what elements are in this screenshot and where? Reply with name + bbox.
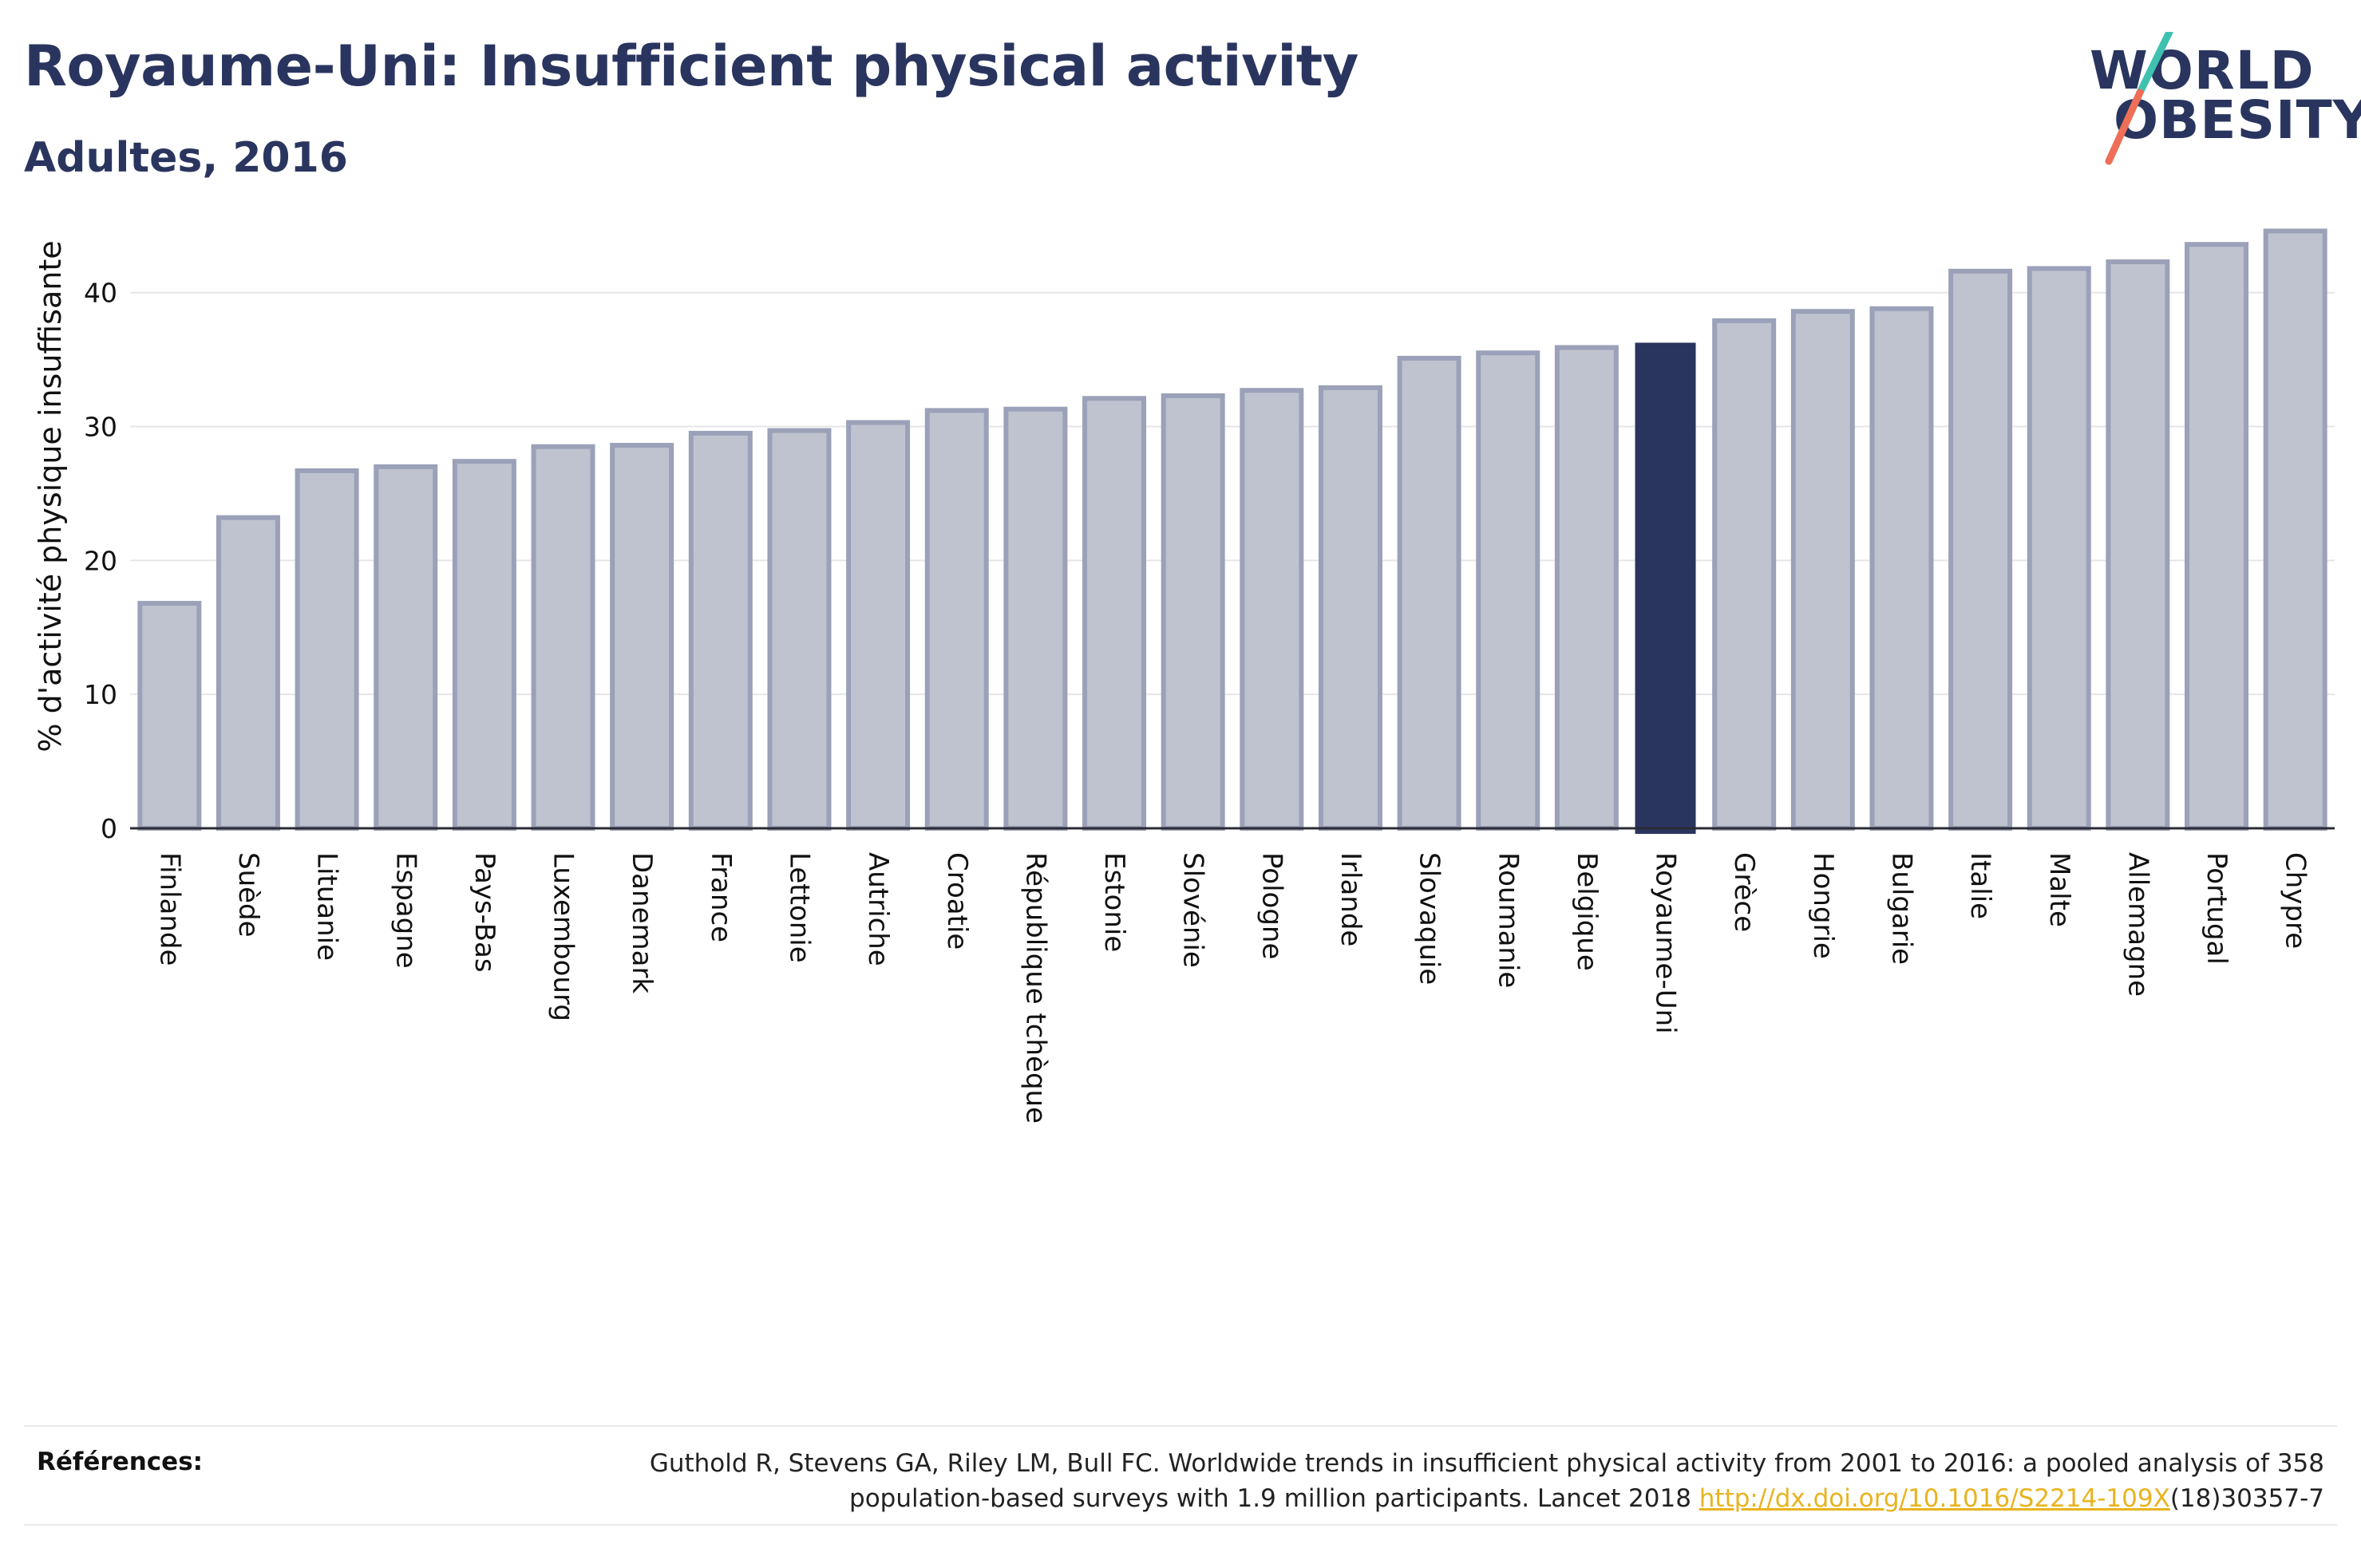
x-tick-label: Royaume-Uni — [1650, 852, 1682, 1034]
x-tick-label: Italie — [1964, 852, 1996, 919]
bar — [295, 468, 359, 831]
bar — [767, 428, 832, 831]
x-tick-label: Luxembourg — [548, 852, 579, 1021]
x-tick-label: Irlande — [1335, 852, 1366, 946]
bar — [2106, 259, 2170, 831]
y-tick-label: 20 — [84, 545, 117, 576]
bar — [1397, 355, 1461, 831]
bar — [2027, 266, 2091, 831]
references-label: Références: — [37, 1448, 204, 1476]
bar — [1318, 385, 1382, 831]
bar — [1948, 268, 2013, 831]
y-tick-label: 40 — [84, 278, 117, 309]
x-tick-label: Chypre — [2280, 852, 2312, 949]
y-tick-label: 10 — [84, 679, 117, 710]
y-tick-label: 0 — [101, 813, 117, 844]
x-tick-label: Allemagne — [2122, 852, 2153, 997]
bar — [1790, 309, 1855, 831]
bar — [1082, 396, 1147, 831]
x-tick-label: Portugal — [2201, 852, 2232, 965]
x-tick-label: Pologne — [1256, 852, 1287, 959]
x-tick-label: Pays-Bas — [469, 852, 500, 973]
x-tick-label: Bulgarie — [1885, 852, 1917, 965]
bar — [846, 420, 911, 831]
bar — [2263, 228, 2327, 831]
bar — [1712, 318, 1777, 831]
bar — [216, 515, 280, 831]
reference-doi-link[interactable]: http://dx.doi.org/10.1016/S2214-109X — [1699, 1484, 2170, 1513]
bar — [1003, 406, 1068, 831]
chart-title: Royaume-Uni: Insufficient physical activ… — [24, 34, 1358, 99]
x-tick-label: Danemark — [626, 852, 658, 993]
bar — [452, 459, 516, 831]
chart-subtitle: Adultes, 2016 — [24, 134, 348, 182]
footer-divider-bottom — [24, 1524, 2337, 1526]
bar — [137, 601, 202, 831]
x-tick-label: Hongrie — [1807, 852, 1839, 959]
bar — [1554, 345, 1619, 831]
bar — [688, 430, 753, 831]
bar — [374, 464, 438, 831]
x-tick-label: Estonie — [1098, 852, 1130, 952]
x-tick-label: Suède — [232, 852, 264, 938]
x-tick-label: Espagne — [390, 852, 421, 969]
x-tick-label: Finlande — [153, 852, 185, 966]
x-tick-label: Belgique — [1571, 852, 1603, 971]
reference-line-2-suffix: (18)30357-7 — [2169, 1484, 2324, 1513]
bar — [610, 443, 674, 831]
bar — [2185, 242, 2249, 831]
y-tick-label: 30 — [84, 412, 117, 443]
bar — [1869, 306, 1934, 831]
bar — [1240, 388, 1304, 831]
x-tick-label: Malte — [2043, 852, 2075, 927]
x-tick-label: Slovaquie — [1414, 852, 1445, 985]
bar — [531, 444, 595, 831]
x-tick-label: Lettonie — [783, 852, 815, 963]
x-tick-label: Autriche — [862, 852, 894, 966]
x-tick-label: France — [705, 852, 737, 942]
bar — [1161, 393, 1225, 831]
bar — [924, 408, 989, 831]
world-obesity-logo: WORLD OBESITY — [2075, 32, 2361, 168]
x-tick-label: Croatie — [941, 852, 973, 950]
logo-line-obesity: OBESITY — [2114, 89, 2361, 151]
x-tick-label: Lituanie — [311, 852, 343, 961]
x-tick-label: Slovénie — [1177, 852, 1209, 968]
reference-line-1: Guthold R, Stevens GA, Riley LM, Bull FC… — [649, 1449, 2324, 1478]
x-tick-label: Roumanie — [1492, 852, 1524, 988]
x-tick-label: République tchèque — [1019, 852, 1051, 1124]
bar — [1635, 342, 1696, 835]
logo-slash-icon — [2105, 32, 2173, 165]
bar-chart: 0 10 20 30 40 % d'activité physique insuffisa… — [33, 228, 2335, 1124]
references-text: Guthold R, Stevens GA, Riley LM, Bull FC… — [409, 1446, 2324, 1516]
reference-line-2-text: population-based surveys with 1.9 millio… — [849, 1484, 1699, 1513]
y-axis-title: % d'activité physique insuffisante — [33, 240, 68, 752]
logo-line-world: WORLD — [2090, 40, 2315, 101]
x-tick-label: Grèce — [1728, 852, 1760, 932]
reference-line-2: population-based surveys with 1.9 millio… — [409, 1481, 2324, 1516]
footer-divider-top — [24, 1425, 2337, 1427]
bar — [1476, 350, 1540, 831]
